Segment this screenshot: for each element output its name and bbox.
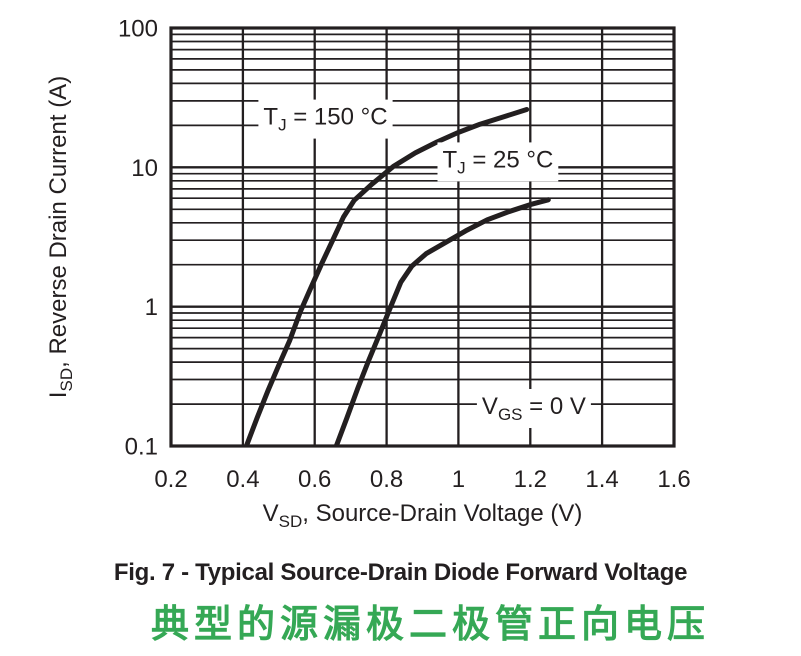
x-tick-label: 0.8: [370, 466, 403, 493]
figure-caption-chinese: 典型的源漏极二极管正向电压: [150, 604, 710, 646]
x-axis-title: VSD, Source-Drain Voltage (V): [263, 500, 583, 531]
label-tj-150c: TJ = 150 °C: [258, 99, 393, 139]
annotations: TJ = 150 °C TJ = 25 °C VGS = 0 V: [258, 99, 591, 428]
curve-tj-150c: [243, 107, 530, 446]
y-tick-label: 10: [131, 155, 158, 182]
x-tick-label: 1.4: [585, 466, 618, 493]
x-tick-label: 1.6: [657, 466, 690, 493]
y-tick-label: 100: [118, 16, 158, 43]
semilog-chart: TJ = 150 °C TJ = 25 °C VGS = 0 V 0.2 0.4 0.6 0…: [45, 16, 691, 532]
label-vgs-box: [476, 389, 591, 428]
label-tj-25c-box: [437, 142, 559, 182]
x-tick-label: 1.2: [514, 466, 547, 493]
x-tick-label: 0.4: [226, 466, 259, 493]
label-vgs: VGS = 0 V: [476, 389, 591, 428]
curve-tj-25c: [333, 197, 551, 446]
x-tick-label: 0.2: [154, 466, 187, 493]
figure-caption: Fig. 7 - Typical Source-Drain Diode Forw…: [113, 559, 688, 586]
y-tick-label: 0.1: [125, 434, 158, 461]
x-tick-label: 0.6: [298, 466, 331, 493]
grid: [171, 28, 674, 446]
label-vgs-text: VGS = 0 V: [482, 393, 586, 424]
curves: [243, 107, 551, 446]
plot-border: [169, 26, 676, 448]
label-tj-150c-box: [258, 99, 393, 139]
label-tj-25c-text: TJ = 25 °C: [442, 146, 553, 177]
label-tj-25c: TJ = 25 °C: [437, 142, 559, 182]
y-axis-title: ISD, Reverse Drain Current (A): [45, 76, 76, 398]
y-tick-label: 1: [145, 294, 158, 321]
label-tj-150c-text: TJ = 150 °C: [263, 104, 387, 135]
x-tick-label: 1: [452, 466, 465, 493]
